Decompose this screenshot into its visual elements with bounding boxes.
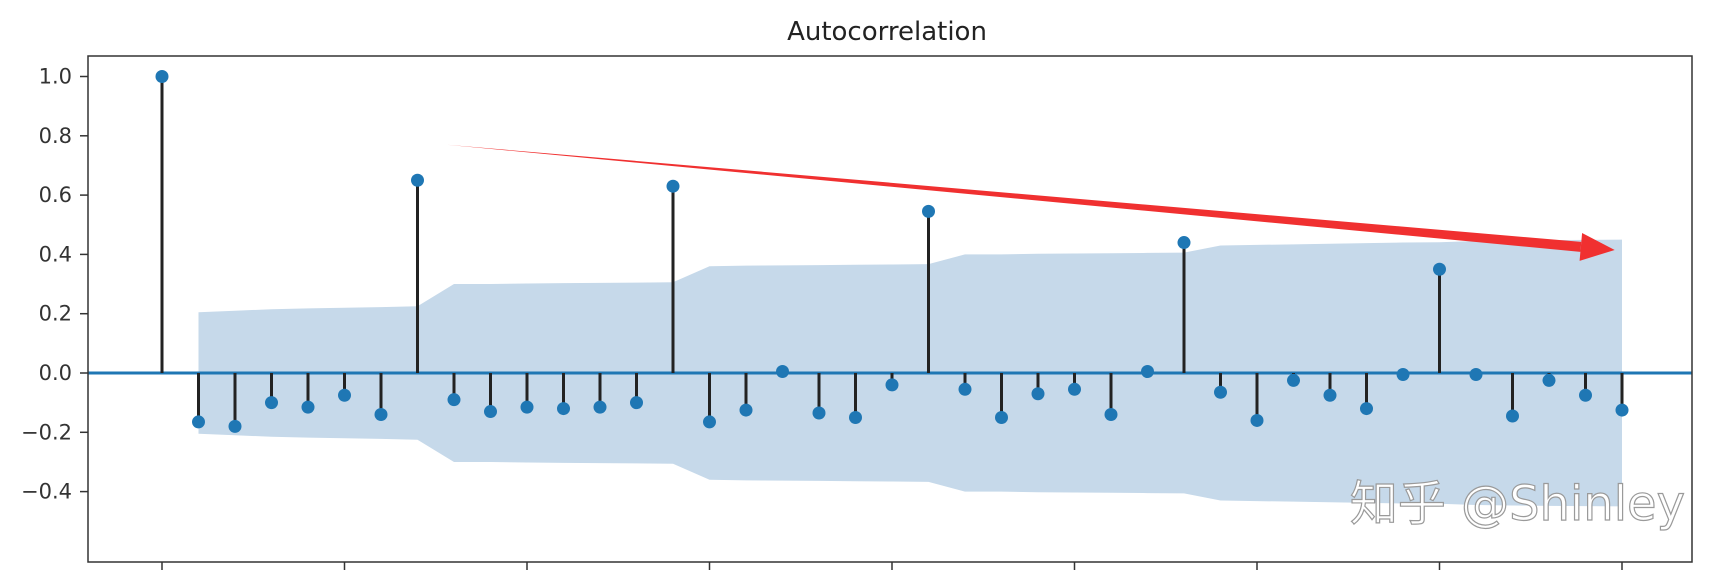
- stem-marker: [1433, 262, 1446, 276]
- stem-marker: [1579, 388, 1592, 402]
- acf-stems: [155, 70, 1629, 433]
- y-axis: −0.4 −0.2 0.0 0.2 0.4 0.6 0.8 1.0: [21, 65, 88, 504]
- stem-marker: [922, 204, 935, 218]
- x-tick-label: 25: [1061, 575, 1088, 578]
- stem-marker: [520, 400, 534, 414]
- stem-marker: [703, 415, 716, 429]
- stem-marker: [812, 406, 826, 420]
- y-tick-label: −0.2: [21, 420, 72, 444]
- x-tick-label: 40: [1609, 575, 1636, 578]
- x-tick-label: 30: [1244, 575, 1271, 578]
- arrow-shaft: [446, 144, 1582, 252]
- x-tick-label: 20: [879, 575, 906, 578]
- trend-arrow-annotation: [446, 144, 1615, 261]
- stem-marker: [1250, 413, 1264, 427]
- chart-title: Autocorrelation: [787, 17, 987, 47]
- stem-marker: [1506, 409, 1519, 423]
- stem-marker: [484, 405, 497, 419]
- y-tick-label: 0.0: [39, 361, 72, 385]
- stem-marker: [301, 400, 315, 414]
- y-tick-label: −0.4: [21, 480, 72, 504]
- plot-frame: [87, 55, 1693, 563]
- arrow-head-icon: [1579, 232, 1615, 261]
- stem-marker: [447, 393, 461, 407]
- y-tick-label: 0.6: [39, 183, 72, 207]
- stem-marker: [1323, 388, 1337, 402]
- stem-marker: [995, 410, 1008, 424]
- stem-marker: [1177, 236, 1191, 250]
- stem-marker: [1360, 402, 1373, 416]
- stem-marker: [1214, 385, 1227, 399]
- x-tick-label: 35: [1426, 575, 1453, 578]
- stem-marker: [1469, 367, 1483, 381]
- x-tick-label: 10: [514, 575, 541, 578]
- stem-marker: [1104, 408, 1118, 422]
- stem-marker: [593, 400, 607, 414]
- stem-marker: [374, 408, 388, 422]
- stem-marker: [1141, 365, 1154, 379]
- y-tick-label: 0.2: [39, 302, 72, 326]
- stem-marker: [1396, 367, 1410, 381]
- x-tick-label: 5: [338, 575, 351, 578]
- stem-marker: [1615, 403, 1629, 417]
- stem-marker: [666, 179, 680, 193]
- stem-marker: [739, 403, 753, 417]
- stem-marker: [958, 382, 972, 396]
- stem-marker: [338, 388, 351, 402]
- stem-marker: [265, 396, 278, 410]
- x-axis: 0 5 10 15 20 25 30 35 40: [155, 562, 1635, 578]
- x-tick-label: 15: [696, 575, 723, 578]
- stem-marker: [776, 365, 789, 379]
- stem-marker: [1542, 373, 1556, 387]
- y-tick-label: 0.8: [39, 124, 72, 148]
- stem-marker: [630, 396, 643, 410]
- stem-marker: [849, 410, 862, 424]
- x-tick-label: 0: [155, 575, 168, 578]
- stem-marker: [1287, 373, 1300, 387]
- stem-marker: [1031, 387, 1045, 401]
- y-tick-label: 1.0: [39, 65, 72, 89]
- stem-marker: [192, 415, 205, 429]
- stem-marker: [1068, 382, 1081, 396]
- watermark: 知乎 @Shinley: [1350, 476, 1685, 532]
- stem-marker: [155, 70, 169, 83]
- stem-marker: [228, 419, 242, 433]
- stem-marker: [557, 402, 570, 416]
- y-tick-label: 0.4: [39, 242, 72, 266]
- stem-marker: [411, 173, 424, 187]
- stem-marker: [885, 378, 899, 392]
